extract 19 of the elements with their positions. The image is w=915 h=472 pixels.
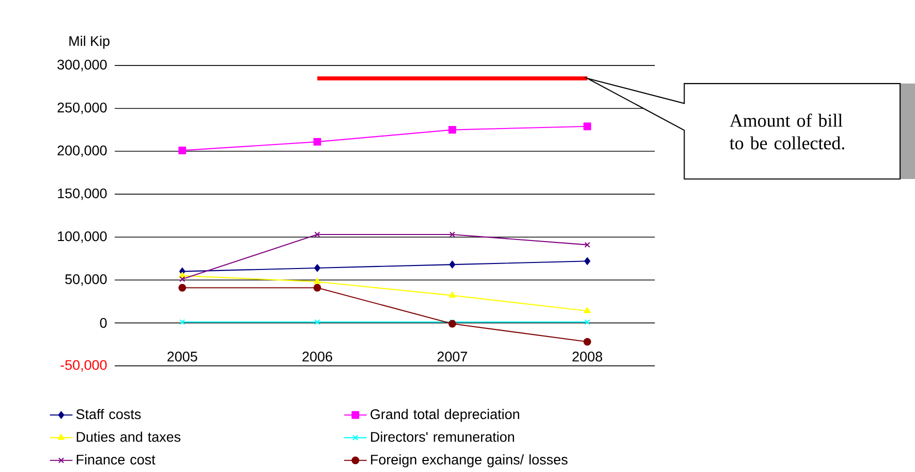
legend-label: Staff costs: [76, 409, 141, 420]
y-tick-label: 50,000: [65, 274, 107, 286]
y-tick-label: 150,000: [58, 188, 107, 200]
legend-label: Foreign exchange gains/ losses: [371, 454, 568, 468]
x-tick-label: 2006: [302, 352, 332, 362]
y-tick-label: 0: [100, 318, 107, 328]
x-tick-label: 2005: [167, 352, 198, 362]
legend-label: Finance cost: [76, 454, 156, 465]
x-tick-label: 2008: [572, 352, 602, 362]
y-axis-title: Mil Kip: [69, 36, 110, 49]
y-tick-label: -50,000: [60, 360, 107, 372]
legend-label: Directors' remuneration: [371, 432, 514, 442]
y-tick-label: 100,000: [58, 232, 107, 244]
legend-label: Grand total depreciation: [370, 409, 520, 422]
y-tick-label: 300,000: [57, 60, 107, 72]
y-tick-label: 250,000: [58, 102, 107, 114]
legend-label: Duties and taxes: [76, 432, 180, 442]
x-tick-label: 2007: [438, 352, 468, 362]
y-tick-label: 200,000: [58, 146, 107, 158]
